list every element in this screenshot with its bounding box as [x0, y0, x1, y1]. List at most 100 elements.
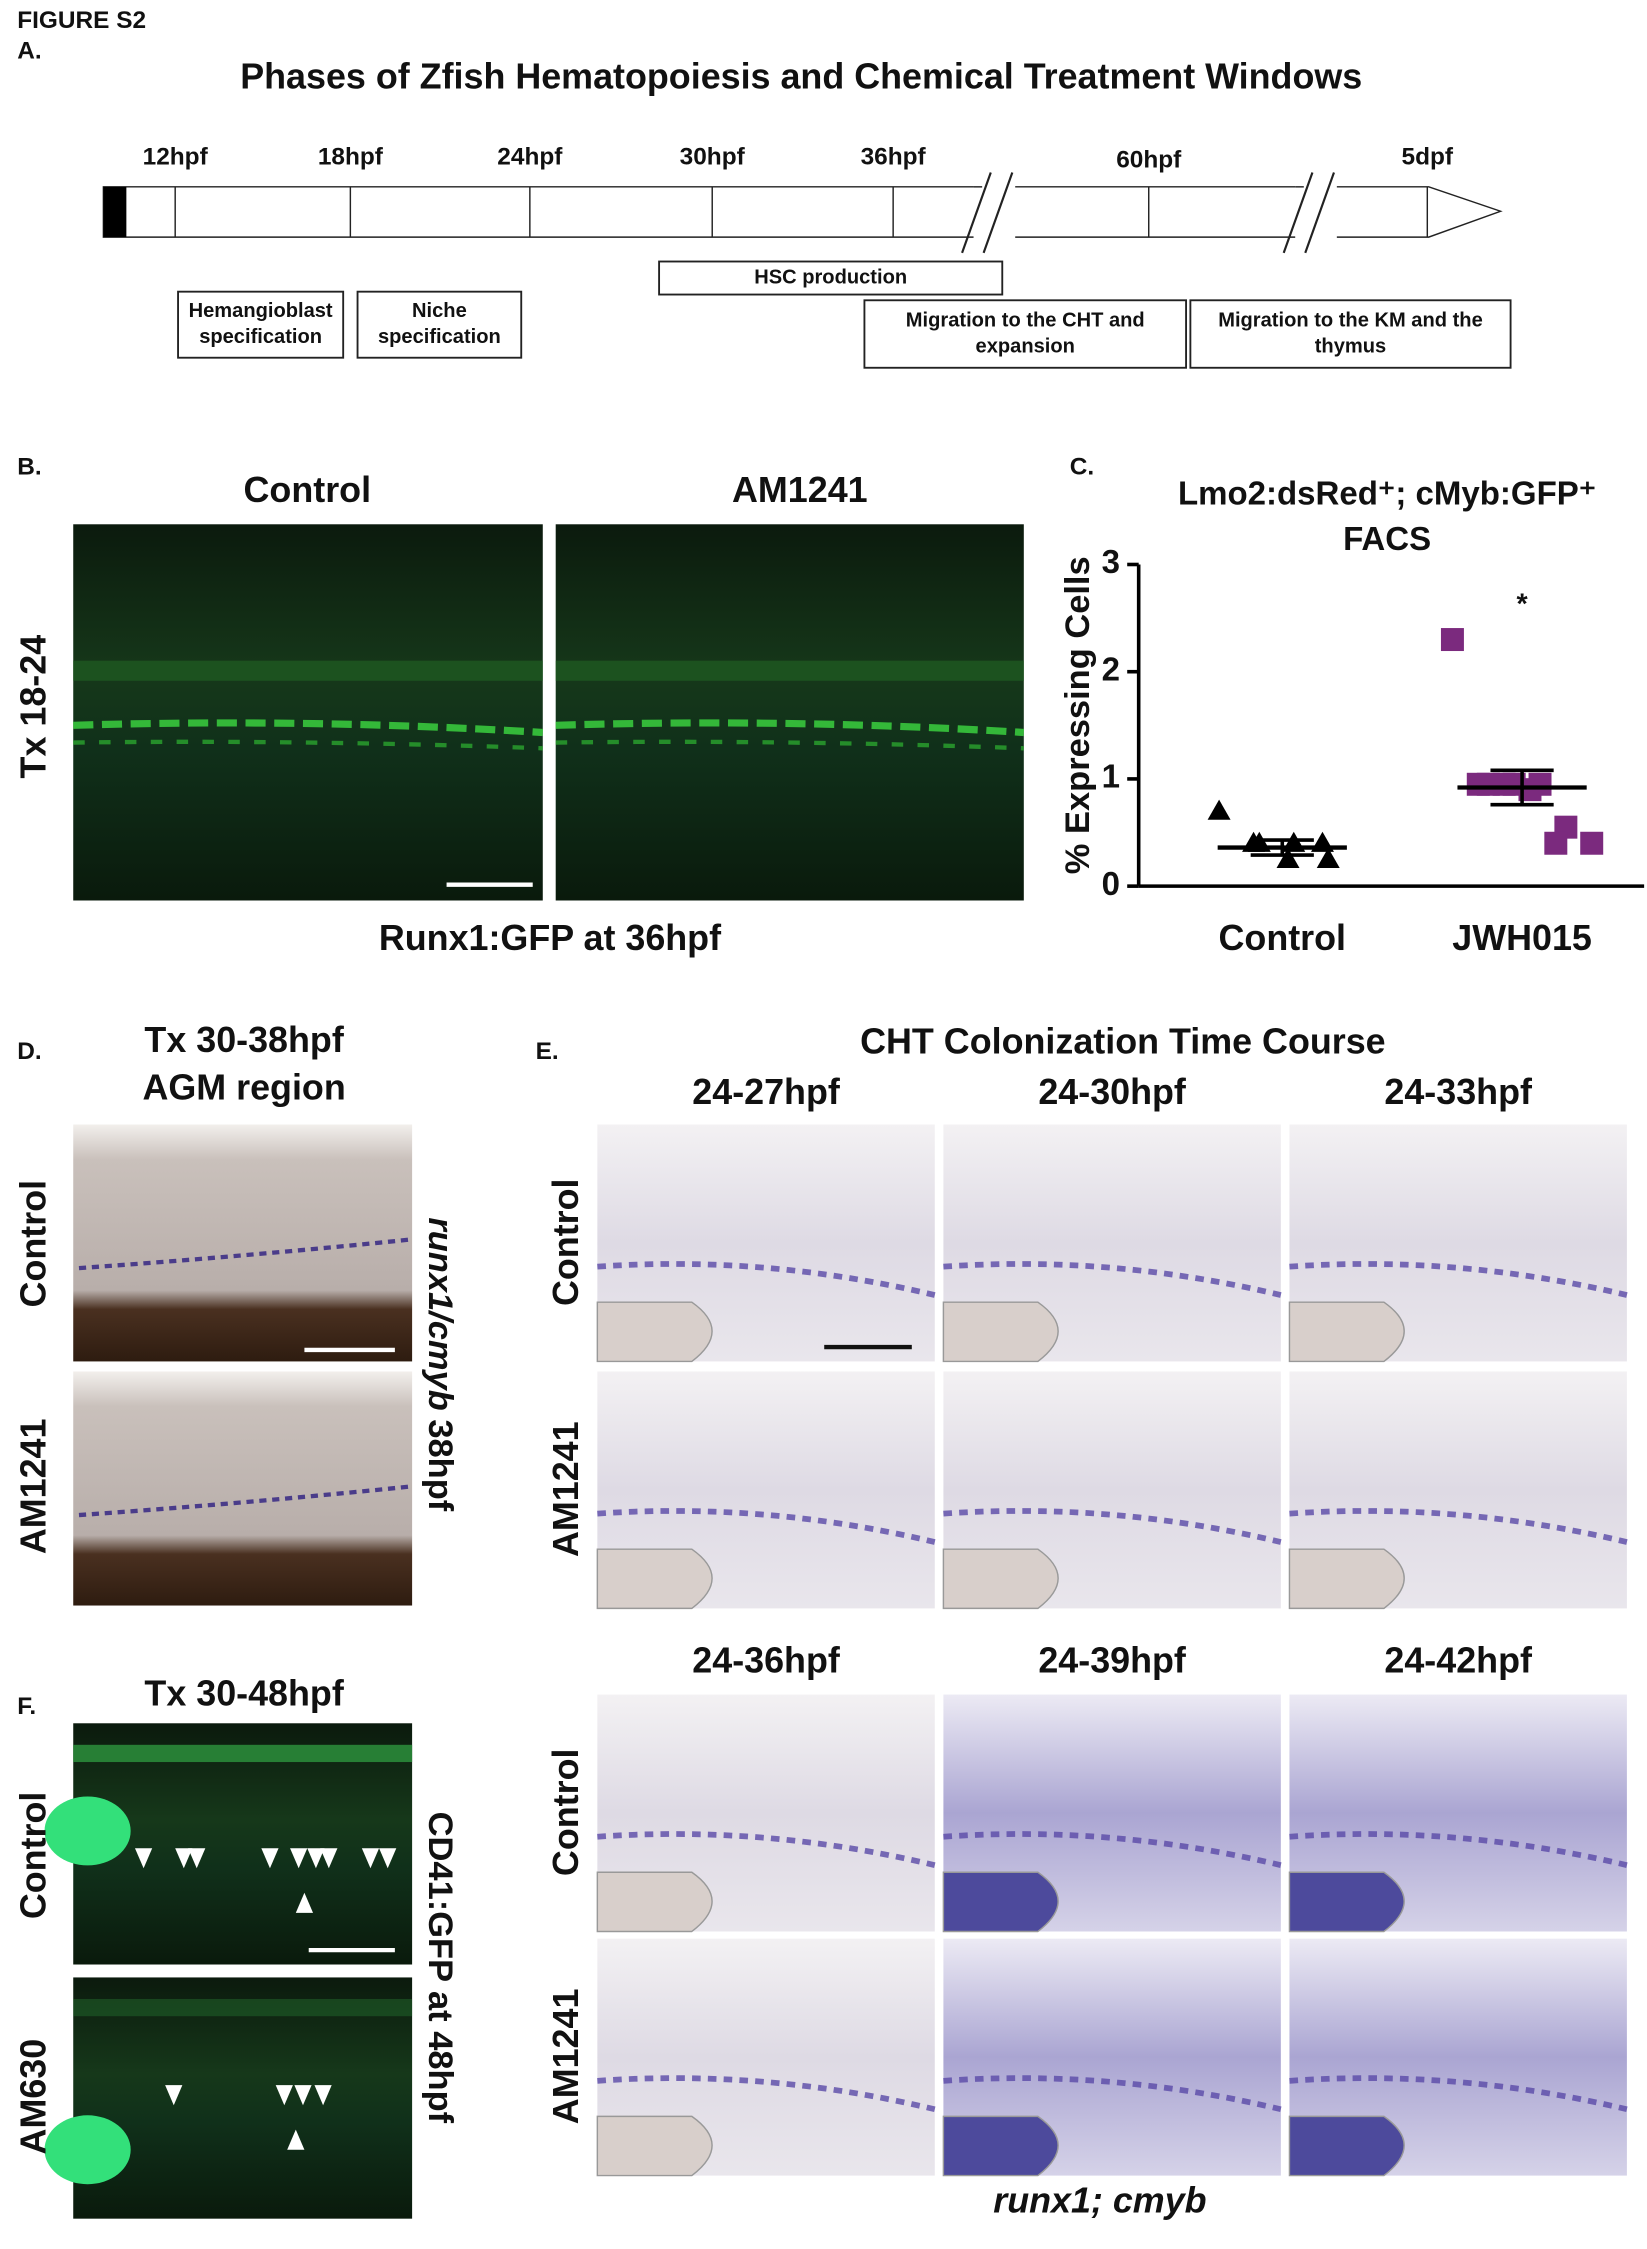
phase-label: Migration to the CHT and [906, 309, 1145, 331]
arrowhead [294, 2085, 312, 2106]
break-gap [973, 185, 1016, 239]
timepoint-label: 24hpf [497, 144, 563, 171]
side-label: runx1/cmyb 38hpf [421, 1217, 459, 1511]
row-label: Control [13, 1792, 53, 1920]
figure-label: FIGURE S2 [17, 7, 146, 34]
chart-title: Lmo2:dsRed⁺; cMyb:GFP⁺ [1178, 474, 1596, 511]
yolk [1288, 1301, 1405, 1363]
yolk [942, 2115, 1059, 2177]
fluorescence [73, 739, 543, 751]
yolk [596, 2115, 713, 2177]
row-label: AM1241 [13, 1419, 53, 1555]
timepoint-label: 30hpf [680, 144, 746, 171]
row-label: Control [13, 1180, 53, 1308]
stage: 38hpf [421, 1419, 459, 1511]
data-point [1580, 831, 1604, 855]
phase-label: Niche [412, 300, 467, 322]
fluorescence [555, 660, 1024, 681]
timepoint-label: 5dpf [1402, 144, 1454, 171]
yolk [1288, 1871, 1405, 1933]
y-tick-label: 3 [1102, 543, 1120, 580]
staining [78, 1237, 413, 1271]
y-tick-label: 0 [1102, 865, 1120, 902]
yolk [942, 1871, 1059, 1933]
phase-box [863, 299, 1188, 369]
column-label: Control [244, 470, 372, 510]
arrowhead [295, 1892, 314, 1913]
row-label: Control [546, 1178, 586, 1306]
y-axis-label: % Expressing Cells [1059, 556, 1097, 874]
micrograph [73, 1977, 413, 2219]
staining [78, 1484, 413, 1518]
column-label: 24-36hpf [692, 1640, 841, 1680]
panel-title: Phases of Zfish Hematopoiesis and Chemic… [240, 57, 1362, 97]
panel-letter: F. [17, 1693, 36, 1720]
panel-letter: A. [17, 37, 41, 64]
phase-box [356, 290, 523, 359]
timepoint-label: 60hpf [1116, 146, 1182, 173]
column-label: AM1241 [732, 470, 868, 510]
gene-name: runx1/cmyb [421, 1217, 459, 1410]
phase-label: thymus [1315, 335, 1386, 357]
break-mark [1304, 172, 1335, 254]
panel-title: AGM region [142, 1068, 345, 1108]
significance-mark: * [1516, 589, 1528, 621]
phase-box [1189, 299, 1512, 369]
micrograph [73, 524, 543, 901]
fluorescence [555, 739, 1024, 751]
panel-title: Tx 30-38hpf [144, 1020, 344, 1060]
arrowhead [287, 2129, 305, 2150]
panel-letter: C. [1070, 454, 1094, 481]
panel-letter: D. [17, 1038, 41, 1065]
caption: Runx1:GFP at 36hpf [379, 918, 722, 958]
arrowhead [261, 1848, 279, 1869]
x-tick-label: Control [1219, 918, 1347, 958]
fluorescence [73, 660, 543, 681]
arrowhead [175, 1848, 193, 1869]
row-label: Tx 18-24 [13, 635, 53, 779]
column-label: 24-39hpf [1038, 1640, 1187, 1680]
arrowhead [290, 1848, 308, 1869]
timeline-start [103, 186, 127, 238]
break-mark [961, 172, 992, 254]
column-label: 24-42hpf [1384, 1640, 1533, 1680]
break-mark [982, 172, 1014, 254]
panel-letter: B. [17, 454, 41, 481]
panel-title: CHT Colonization Time Course [860, 1022, 1386, 1062]
data-point [1440, 628, 1464, 652]
yolk [596, 1301, 713, 1363]
row-label: AM630 [13, 2039, 53, 2155]
chart-title: FACS [1343, 520, 1431, 557]
micrograph [73, 1371, 413, 1606]
phase-box [177, 290, 345, 359]
column-label: 24-33hpf [1384, 1072, 1533, 1112]
yolk [596, 1548, 713, 1610]
timepoint-label: 12hpf [143, 144, 209, 171]
data-point [1466, 772, 1490, 796]
phase-label: expansion [976, 335, 1075, 357]
yolk [942, 1301, 1059, 1363]
fluorescence [73, 719, 543, 737]
data-point [1316, 847, 1340, 868]
arrowhead [165, 2085, 183, 2106]
phase-label: HSC production [754, 266, 907, 288]
y-tick-label: 2 [1102, 650, 1120, 687]
yolk [596, 1871, 713, 1933]
fluorescence [73, 1744, 413, 1763]
break-mark [1282, 172, 1314, 254]
fluorescence [555, 719, 1025, 737]
yolk [1288, 1548, 1405, 1610]
phase-label: Hemangioblast [189, 300, 333, 322]
panel-letter: E. [536, 1038, 559, 1065]
timepoint-label: 18hpf [318, 144, 384, 171]
arrowhead [314, 2085, 332, 2106]
yolk [942, 1548, 1059, 1610]
column-label: 24-27hpf [692, 1072, 841, 1112]
phase-label: specification [378, 326, 501, 348]
fluorescence [73, 1998, 413, 2017]
timepoint-label: 36hpf [861, 144, 927, 171]
arrowhead [275, 2085, 293, 2106]
data-point [1207, 799, 1231, 820]
row-label: Control [546, 1749, 586, 1877]
